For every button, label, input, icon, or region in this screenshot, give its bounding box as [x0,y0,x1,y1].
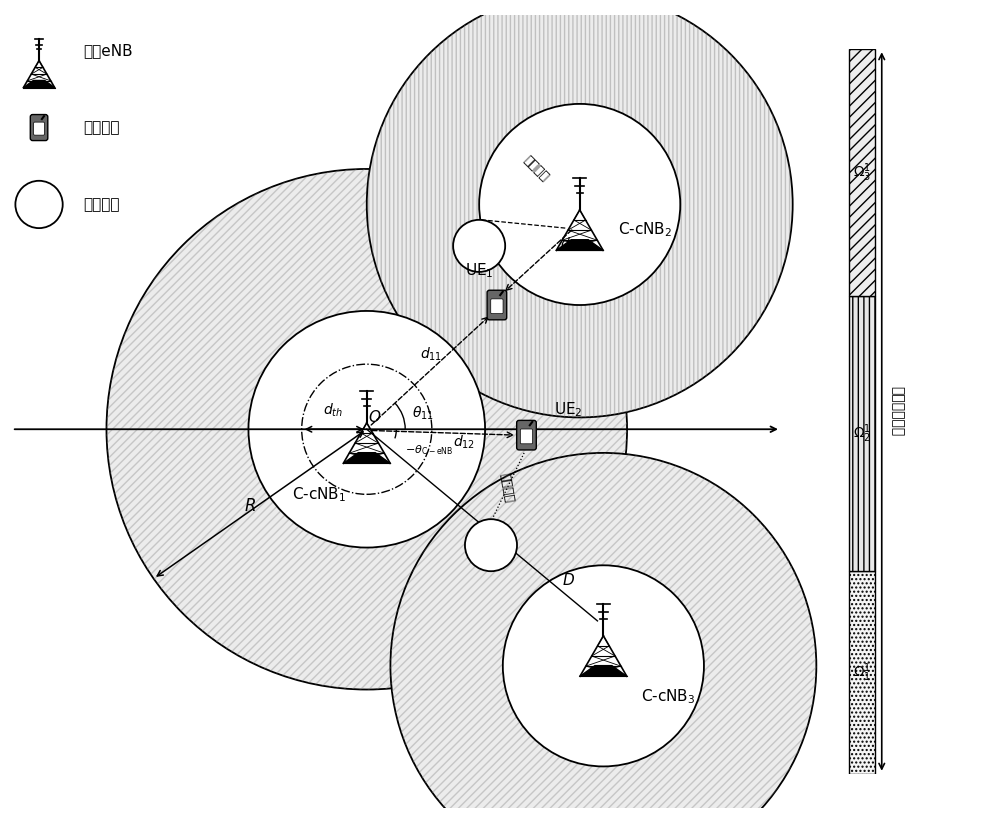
Bar [848,49,875,295]
Circle shape [453,220,505,272]
Text: 系统可用频段: 系统可用频段 [891,386,904,437]
Circle shape [367,0,793,417]
Text: $\Omega_1^1$: $\Omega_1^1$ [853,661,871,684]
Text: UE$_2$: UE$_2$ [554,400,582,419]
Text: 用户设备: 用户设备 [83,120,119,135]
Circle shape [15,181,63,228]
Text: $d_{11}$: $d_{11}$ [420,346,442,363]
Circle shape [390,453,816,823]
Circle shape [248,311,485,547]
FancyBboxPatch shape [520,429,533,444]
Circle shape [106,169,627,690]
Circle shape [503,565,704,766]
Text: $\Omega_3^1$: $\Omega_3^1$ [853,161,871,184]
Bar [848,571,875,774]
FancyBboxPatch shape [487,291,507,320]
Text: $\Omega_2^1$: $\Omega_2^1$ [853,422,871,444]
Text: UE$_1$: UE$_1$ [465,262,493,280]
Text: $d_{12}$: $d_{12}$ [453,434,475,451]
Text: C-cNB$_2$: C-cNB$_2$ [618,220,672,239]
Text: C-cNB$_1$: C-cNB$_1$ [292,485,347,504]
Text: C-cNB$_3$: C-cNB$_3$ [641,687,696,706]
Polygon shape [580,666,627,677]
Text: 频谱空洞: 频谱空洞 [83,197,119,212]
Text: 频谱借用: 频谱借用 [497,472,515,503]
FancyBboxPatch shape [30,114,48,141]
Text: $R$: $R$ [244,497,255,515]
Polygon shape [556,239,603,250]
Circle shape [479,104,680,305]
Polygon shape [343,453,390,463]
Circle shape [465,519,517,571]
FancyBboxPatch shape [34,122,44,135]
Polygon shape [23,81,55,87]
Text: 基站选择: 基站选择 [521,153,551,184]
Text: $d_{21}$: $d_{21}$ [560,236,582,253]
Text: $\theta_{11}$: $\theta_{11}$ [412,404,434,422]
FancyBboxPatch shape [517,421,536,450]
Text: $d_{th}$: $d_{th}$ [323,402,343,420]
Bar [848,295,875,571]
Text: $D$: $D$ [562,573,575,588]
FancyBboxPatch shape [491,299,503,314]
Text: 认知eNB: 认知eNB [83,43,132,58]
Text: $O$: $O$ [368,409,382,425]
Text: $-\theta_{\rm C-eNB}$: $-\theta_{\rm C-eNB}$ [405,443,453,457]
